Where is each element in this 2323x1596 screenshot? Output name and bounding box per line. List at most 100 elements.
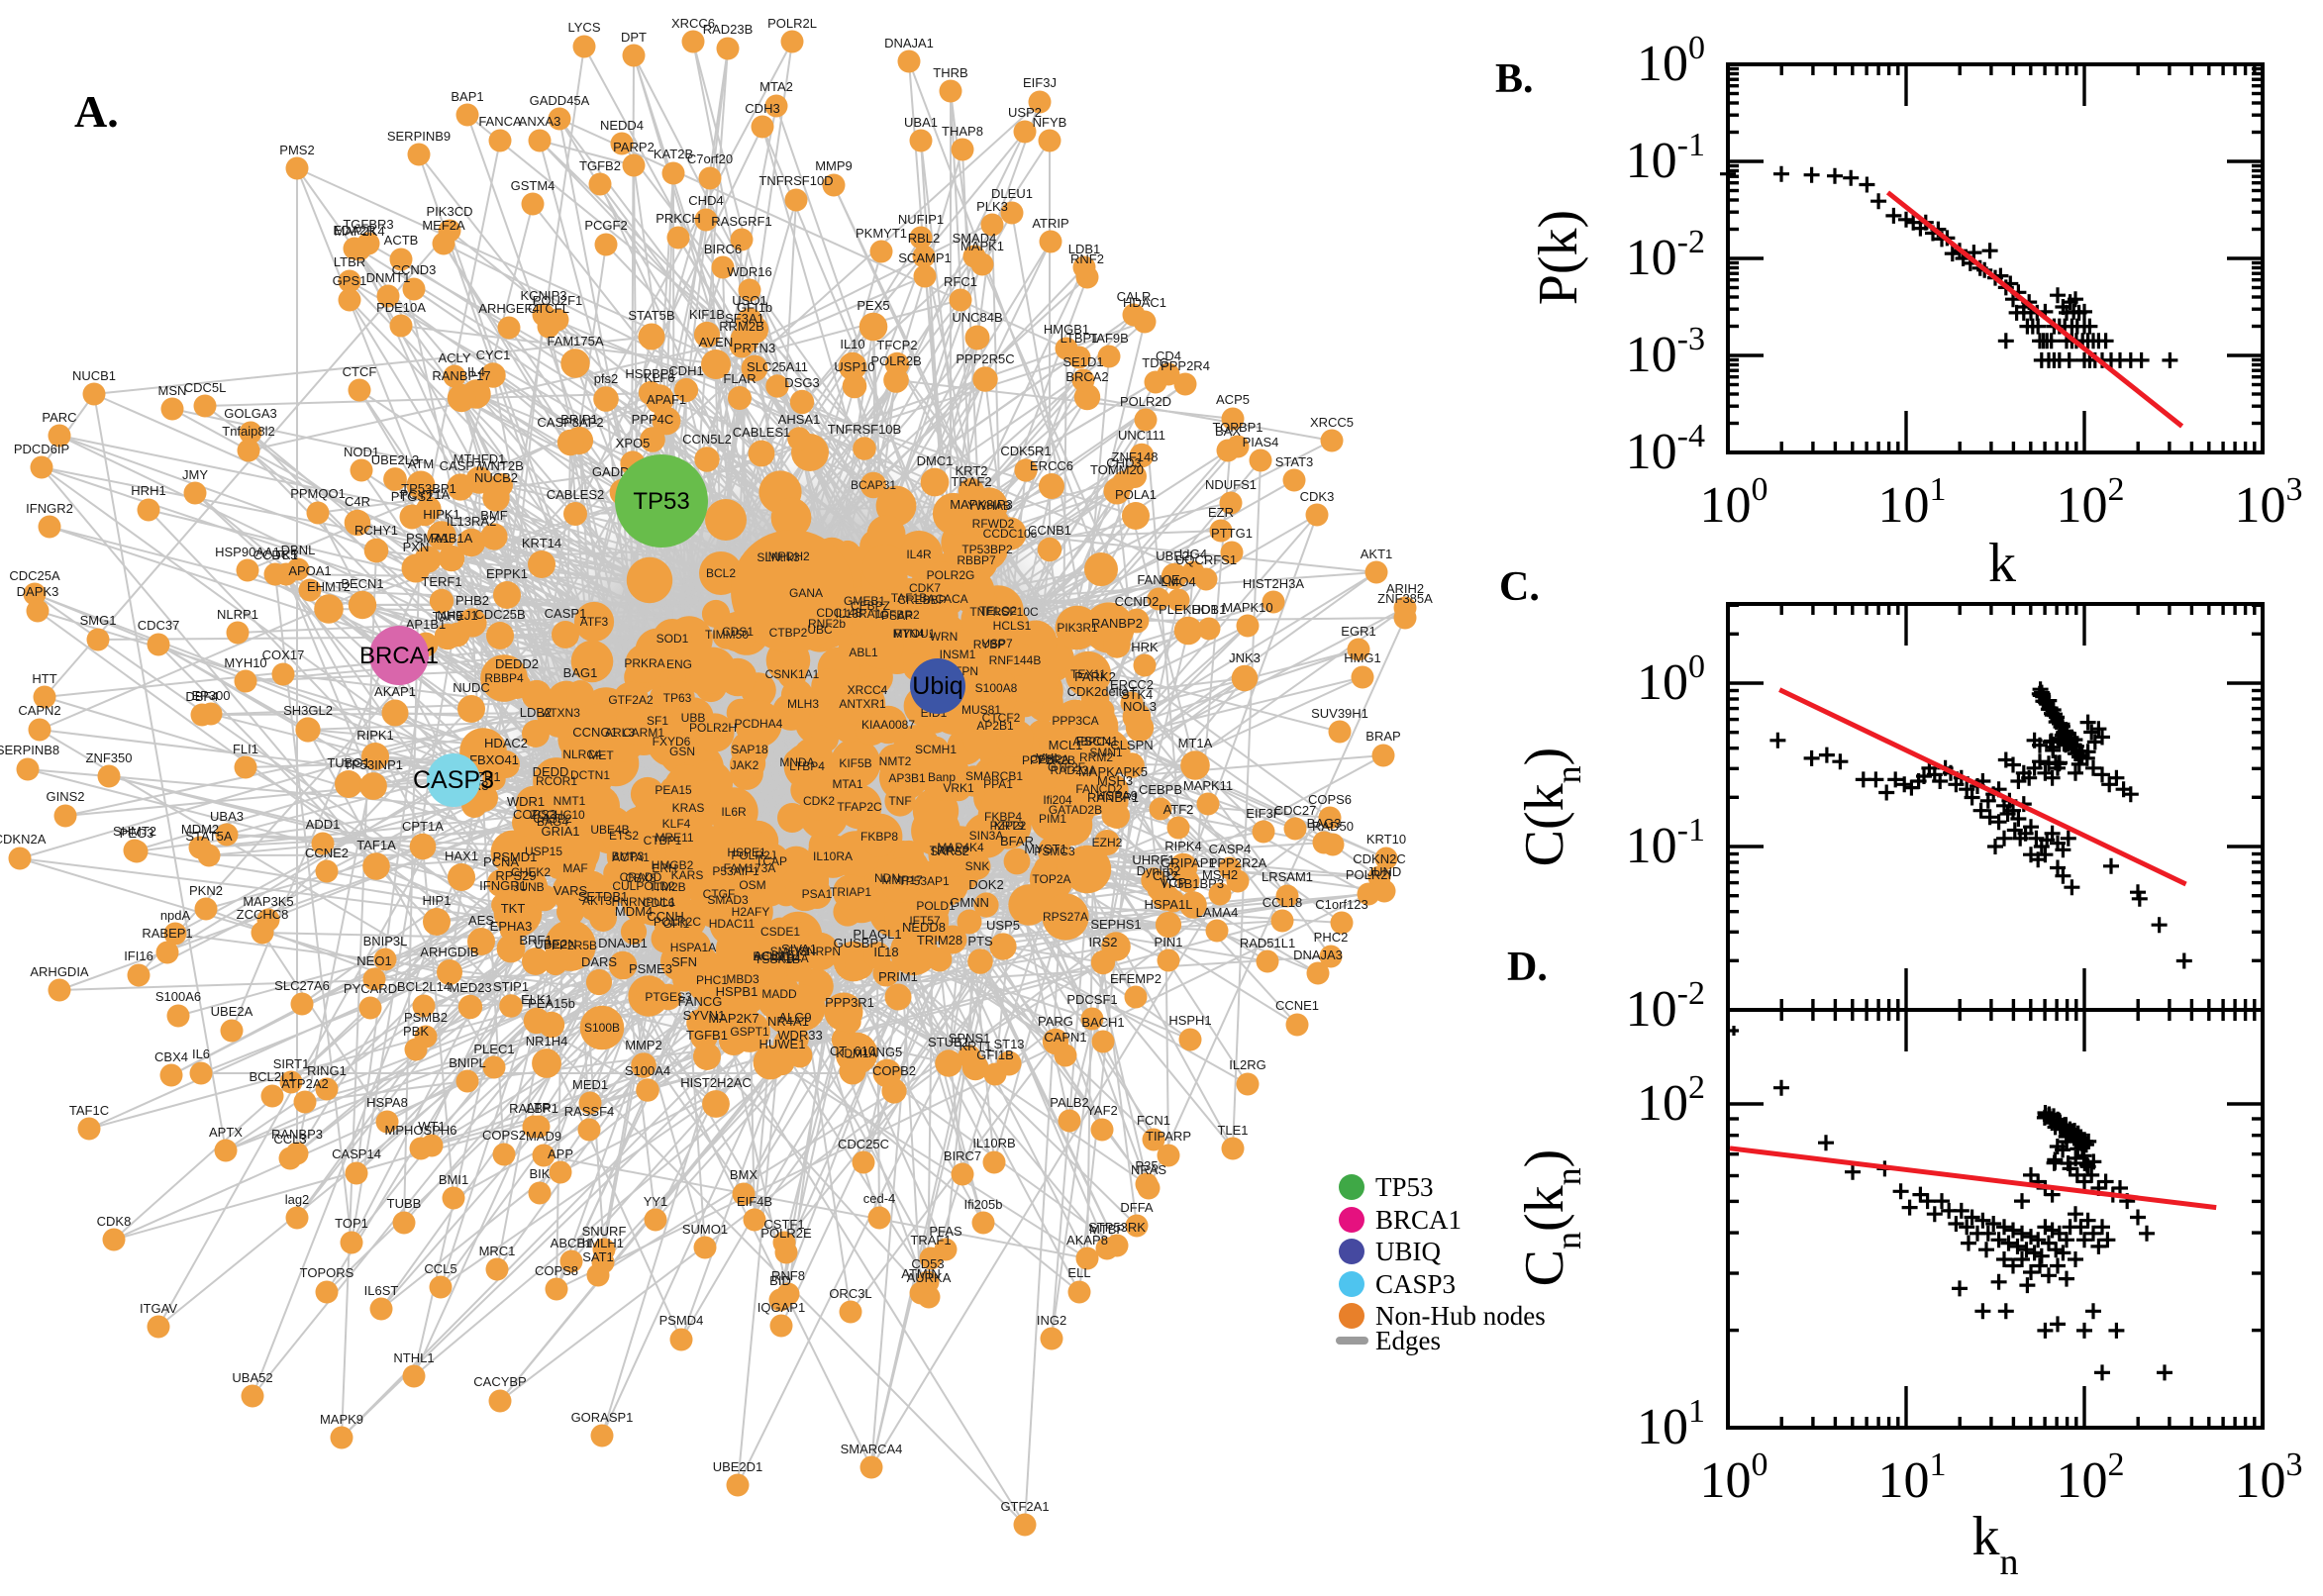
svg-text:SFN: SFN (671, 954, 697, 969)
svg-text:TAF9: TAF9 (433, 609, 463, 624)
svg-text:S100A6: S100A6 (155, 989, 201, 1004)
svg-text:MSH3: MSH3 (1097, 773, 1133, 788)
svg-text:ZCCHC8: ZCCHC8 (237, 907, 289, 922)
svg-text:pfs2: pfs2 (594, 371, 619, 386)
svg-text:MED1: MED1 (572, 1077, 608, 1092)
svg-text:MMP9: MMP9 (815, 158, 853, 173)
svg-text:TRIM28: TRIM28 (917, 933, 962, 948)
svg-text:PTGES3: PTGES3 (645, 990, 692, 1004)
svg-text:SERPINB8: SERPINB8 (0, 743, 59, 757)
svg-text:SUMO1: SUMO1 (682, 1222, 728, 1237)
svg-text:BCL2L1: BCL2L1 (250, 1069, 296, 1084)
svg-text:Ifi204: Ifi204 (1043, 793, 1072, 807)
svg-text:FANCG: FANCG (678, 994, 723, 1009)
svg-text:FANCD2: FANCD2 (1075, 782, 1123, 796)
svg-text:MPHOSPH6: MPHOSPH6 (385, 1123, 457, 1138)
svg-text:HSPA9: HSPA9 (1096, 788, 1138, 803)
svg-text:PCGF2: PCGF2 (584, 218, 627, 233)
svg-text:STK4: STK4 (1121, 687, 1154, 702)
svg-text:CPT1A: CPT1A (402, 819, 444, 834)
svg-text:CCNH: CCNH (647, 909, 684, 924)
svg-text:POLR2C: POLR2C (654, 915, 701, 929)
svg-text:TAF1B: TAF1B (891, 591, 927, 605)
svg-text:SEPHS1: SEPHS1 (1090, 917, 1141, 932)
svg-text:GRIPAP1: GRIPAP1 (1161, 855, 1215, 870)
svg-text:Ubiq: Ubiq (912, 672, 962, 700)
svg-text:POLA1: POLA1 (1115, 487, 1157, 502)
svg-text:TIPARP: TIPARP (1146, 1129, 1191, 1144)
svg-text:PYCARD: PYCARD (344, 981, 397, 996)
svg-text:MT1A: MT1A (1178, 736, 1213, 750)
svg-text:RIPK1: RIPK1 (356, 728, 394, 743)
svg-text:RAD51L1: RAD51L1 (1240, 936, 1295, 950)
svg-text:POLR2I: POLR2I (1346, 867, 1391, 882)
svg-text:TP63: TP63 (663, 691, 692, 705)
svg-text:C4R: C4R (345, 494, 370, 509)
svg-text:HSPE1: HSPE1 (727, 846, 766, 859)
svg-text:KRT9: KRT9 (994, 819, 1025, 833)
svg-text:SARS2: SARS2 (930, 845, 969, 858)
svg-text:ABPC4: ABPC4 (1072, 735, 1112, 748)
svg-text:PHB2: PHB2 (455, 593, 489, 608)
svg-text:UBA1: UBA1 (904, 115, 938, 130)
svg-text:IL4: IL4 (467, 364, 485, 379)
svg-text:MTA2: MTA2 (759, 79, 793, 94)
svg-text:EIF3F: EIF3F (1246, 806, 1280, 821)
svg-text:DPT: DPT (621, 30, 647, 45)
svg-text:HDAC1: HDAC1 (1123, 295, 1166, 310)
svg-text:IFI16: IFI16 (124, 948, 153, 963)
svg-text:SETDB1: SETDB1 (578, 889, 629, 904)
svg-text:KRT2: KRT2 (956, 463, 988, 478)
svg-text:lag2: lag2 (285, 1192, 310, 1207)
svg-text:SOD1: SOD1 (656, 632, 689, 646)
svg-text:UBE2A: UBE2A (211, 1004, 253, 1019)
svg-text:HNRNPUL1: HNRNPUL1 (612, 895, 676, 909)
svg-text:KLF4: KLF4 (662, 817, 691, 831)
svg-text:IL13RA1: IL13RA1 (836, 607, 882, 621)
svg-text:FLI1: FLI1 (233, 742, 258, 756)
svg-text:ENG: ENG (666, 657, 692, 671)
svg-text:CSNK1A1: CSNK1A1 (765, 667, 820, 681)
svg-text:PTS: PTS (967, 934, 993, 948)
svg-text:UBE4B: UBE4B (590, 823, 629, 837)
svg-text:A.: A. (74, 86, 119, 137)
svg-text:CRADD: CRADD (620, 870, 662, 884)
svg-text:FKBP8: FKBP8 (860, 830, 898, 844)
svg-text:DBNL: DBNL (281, 543, 316, 557)
svg-text:S100A8: S100A8 (975, 681, 1018, 695)
svg-text:C1orf123: C1orf123 (1315, 897, 1367, 912)
svg-text:PSMB2: PSMB2 (404, 1010, 448, 1025)
svg-text:SNRPN: SNRPN (799, 945, 841, 958)
svg-text:UBC: UBC (807, 623, 833, 637)
svg-text:KDM1A: KDM1A (836, 1047, 876, 1060)
svg-text:HIP1: HIP1 (423, 893, 452, 908)
svg-text:NUDC: NUDC (453, 680, 490, 695)
svg-text:TOP2A: TOP2A (1032, 872, 1070, 886)
svg-text:CHD4: CHD4 (688, 193, 723, 208)
svg-text:UNC84B: UNC84B (952, 310, 1002, 325)
svg-text:XPO5: XPO5 (616, 436, 651, 450)
svg-text:IFNGR1: IFNGR1 (479, 878, 527, 893)
svg-text:CDC14B: CDC14B (816, 606, 862, 620)
svg-text:NUCB2: NUCB2 (474, 470, 518, 485)
svg-text:AURKA: AURKA (907, 1270, 952, 1285)
svg-text:BIK: BIK (530, 1166, 551, 1181)
svg-text:BCAP31: BCAP31 (851, 478, 896, 492)
svg-text:LTBP4: LTBP4 (789, 759, 825, 773)
svg-text:CCL3: CCL3 (273, 1132, 306, 1147)
svg-text:MTBP: MTBP (1089, 1222, 1125, 1237)
svg-text:KRT10: KRT10 (1366, 832, 1406, 847)
svg-text:RAD50: RAD50 (1312, 819, 1354, 834)
svg-text:CTBP1: CTBP1 (644, 834, 682, 848)
svg-text:NDN: NDN (874, 871, 900, 885)
svg-text:CCNE1: CCNE1 (1275, 998, 1319, 1013)
svg-text:JAK2: JAK2 (731, 758, 759, 772)
svg-text:EPHA3: EPHA3 (490, 919, 533, 934)
svg-text:CTCF: CTCF (343, 364, 377, 379)
svg-text:PDCD6IP: PDCD6IP (14, 442, 69, 456)
svg-text:BNIP3L: BNIP3L (363, 934, 408, 948)
svg-text:GMEB1: GMEB1 (844, 594, 885, 608)
svg-text:EHMT2: EHMT2 (307, 579, 351, 594)
svg-text:LAMA4: LAMA4 (1196, 905, 1239, 920)
svg-text:POU2F1: POU2F1 (533, 293, 583, 308)
